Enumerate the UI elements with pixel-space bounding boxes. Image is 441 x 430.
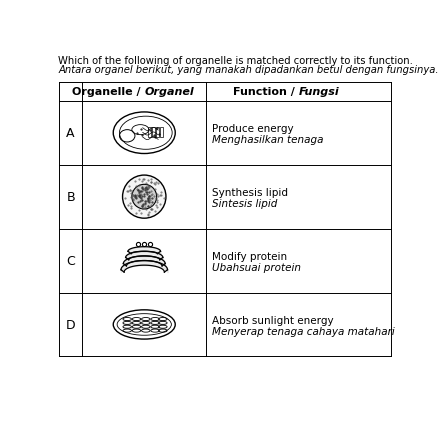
Text: Antara organel berikut, yang manakah dipadankan betul dengan fungsinya.: Antara organel berikut, yang manakah dip…	[58, 64, 439, 75]
Text: Absorb sunlight energy: Absorb sunlight energy	[213, 315, 334, 325]
Text: Organelle /: Organelle /	[72, 87, 144, 97]
Text: Menghasilkan tenaga: Menghasilkan tenaga	[213, 135, 324, 144]
Text: Ubahsuai protein: Ubahsuai protein	[213, 262, 302, 272]
Text: Function /: Function /	[233, 87, 299, 97]
Bar	[148, 127, 151, 138]
Text: Produce energy: Produce energy	[213, 124, 294, 134]
Text: C: C	[66, 255, 75, 267]
Text: Synthesis lipid: Synthesis lipid	[213, 187, 288, 197]
Text: B: B	[66, 190, 75, 204]
Text: Menyerap tenaga cahaya matahari: Menyerap tenaga cahaya matahari	[213, 326, 395, 336]
Bar	[156, 127, 159, 138]
Circle shape	[123, 176, 166, 219]
Text: A: A	[67, 127, 75, 140]
Circle shape	[132, 185, 157, 209]
Bar	[152, 127, 155, 138]
Text: Fungsi: Fungsi	[299, 87, 339, 97]
Text: Sintesis lipid: Sintesis lipid	[213, 198, 278, 208]
Bar	[160, 127, 163, 138]
Text: Organel: Organel	[144, 87, 194, 97]
Text: Which of the following of organelle is matched correctly to its function.: Which of the following of organelle is m…	[58, 55, 413, 65]
Text: Modify protein: Modify protein	[213, 252, 288, 261]
Text: D: D	[66, 318, 75, 331]
